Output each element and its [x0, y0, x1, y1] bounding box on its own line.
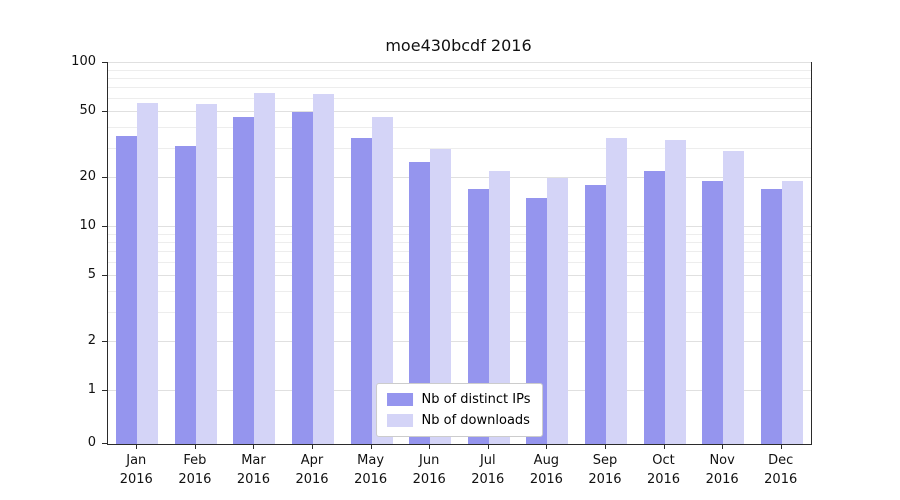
y-tick-mark [102, 226, 107, 227]
bar-downloads-feb [195, 104, 217, 444]
bar-downloads-apr [313, 93, 335, 444]
bar-distinct-ips-jun [409, 161, 431, 444]
gridline-minor [108, 87, 811, 89]
x-tick-label: Dec 2016 [764, 453, 798, 487]
y-tick-mark [102, 176, 107, 178]
x-tick-label: Feb 2016 [178, 453, 212, 487]
bar-downloads-may [371, 116, 393, 444]
legend: Nb of distinct IPs Nb of downloads [375, 383, 544, 437]
x-tick-mark [487, 444, 489, 449]
bar-distinct-ips-apr [292, 112, 314, 444]
plot-area: Nb of distinct IPs Nb of downloads [107, 62, 812, 445]
x-tick-mark [546, 444, 548, 449]
y-tick-mark [102, 340, 107, 342]
x-tick-label: Apr 2016 [295, 453, 329, 487]
bar-distinct-ips-oct [643, 170, 665, 444]
x-tick-label: Oct 2016 [646, 453, 681, 487]
x-tick-mark [722, 444, 724, 449]
legend-label-distinct-ips: Nb of distinct IPs [421, 392, 531, 407]
bar-distinct-ips-jan [116, 135, 138, 444]
bar-distinct-ips-feb [174, 146, 196, 444]
bar-distinct-ips-mar [233, 116, 255, 444]
x-tick-mark [194, 444, 196, 449]
bar-downloads-mar [254, 92, 276, 444]
legend-swatch-distinct-ips [386, 393, 413, 406]
x-tick-mark [370, 444, 372, 449]
gridline-minor [108, 69, 811, 71]
bar-downloads-jan [137, 103, 159, 444]
x-tick-mark [312, 444, 314, 449]
chart-title: moe430bcdf 2016 [385, 36, 532, 55]
x-tick-mark [136, 444, 138, 449]
bar-distinct-ips-sep [584, 185, 606, 444]
x-tick-mark [429, 444, 431, 449]
gridline-major [108, 62, 811, 63]
x-tick-label: Jul 2016 [471, 453, 505, 487]
bar-downloads-nov [723, 151, 745, 444]
x-tick-mark [663, 444, 665, 449]
bar-distinct-ips-dec [760, 189, 782, 444]
y-tick-label: 20 [79, 168, 96, 184]
bar-downloads-dec [781, 181, 803, 444]
x-tick-label: Sep 2016 [588, 453, 622, 487]
legend-item-distinct-ips: Nb of distinct IPs [386, 392, 531, 407]
legend-item-downloads: Nb of downloads [386, 413, 531, 428]
x-tick-label: Jun 2016 [412, 453, 446, 487]
x-tick-mark [253, 444, 255, 449]
x-tick-mark [604, 444, 606, 449]
x-tick-mark [780, 444, 782, 449]
bar-distinct-ips-may [350, 137, 372, 444]
x-tick-label: Jan 2016 [119, 453, 153, 487]
x-tick-label: Aug 2016 [529, 453, 563, 487]
x-tick-label: Mar 2016 [236, 453, 270, 487]
y-tick-label: 100 [71, 54, 96, 69]
bar-distinct-ips-aug [526, 198, 548, 444]
bar-downloads-aug [547, 177, 569, 444]
bar-distinct-ips-jul [467, 189, 489, 444]
y-tick-label: 50 [79, 103, 96, 119]
y-tick-label: 5 [87, 267, 96, 283]
y-tick-mark [102, 443, 107, 444]
gridline-minor [108, 77, 811, 79]
bar-downloads-sep [605, 137, 627, 444]
y-tick-mark [102, 390, 107, 391]
legend-label-downloads: Nb of downloads [421, 413, 530, 428]
y-tick-label: 2 [87, 332, 96, 348]
bar-downloads-jun [430, 148, 452, 444]
bar-downloads-jul [488, 170, 510, 444]
y-tick-mark [102, 275, 107, 277]
y-tick-mark [102, 62, 107, 63]
bar-distinct-ips-nov [702, 181, 724, 444]
y-tick-label: 1 [87, 382, 96, 397]
x-tick-label: Nov 2016 [705, 453, 739, 487]
legend-swatch-downloads [386, 414, 413, 427]
gridline-minor [108, 98, 811, 100]
y-tick-label: 10 [79, 218, 96, 233]
y-tick-mark [102, 111, 107, 113]
y-tick-label: 0 [87, 435, 96, 450]
bar-downloads-oct [664, 139, 686, 444]
x-tick-label: May 2016 [354, 453, 388, 487]
